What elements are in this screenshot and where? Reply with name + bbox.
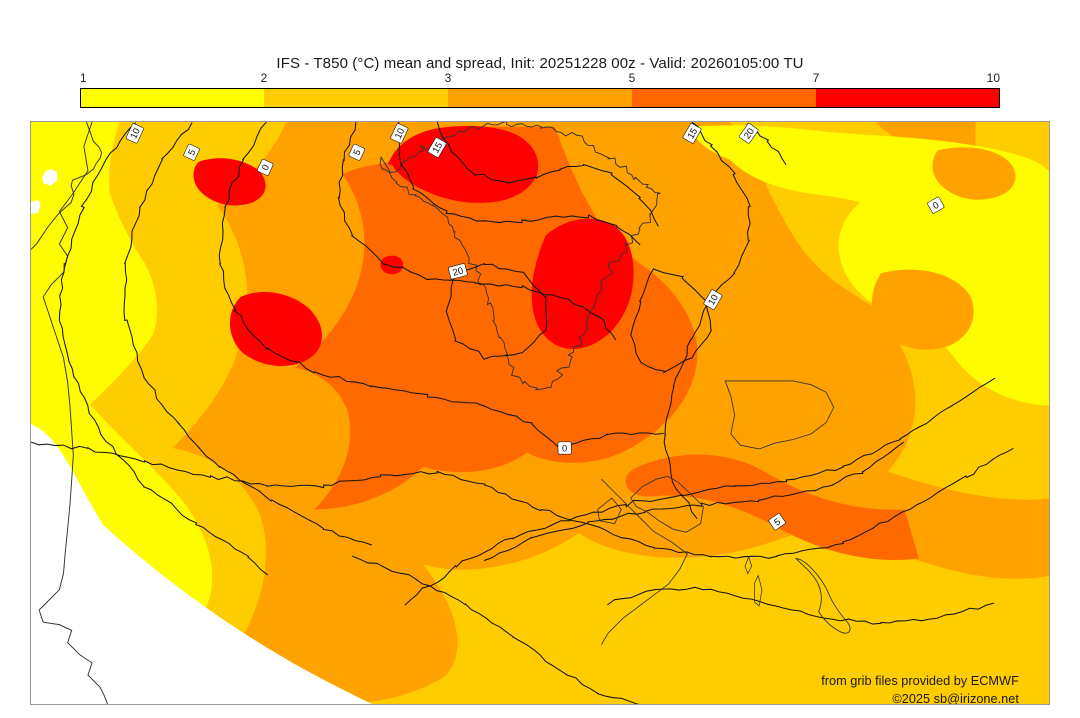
svg-text:0: 0 [562, 443, 567, 454]
svg-text:©2025 sb@irizone.net: ©2025 sb@irizone.net [892, 691, 1019, 705]
svg-text:from grib files provided by EC: from grib files provided by ECMWF [821, 673, 1019, 688]
